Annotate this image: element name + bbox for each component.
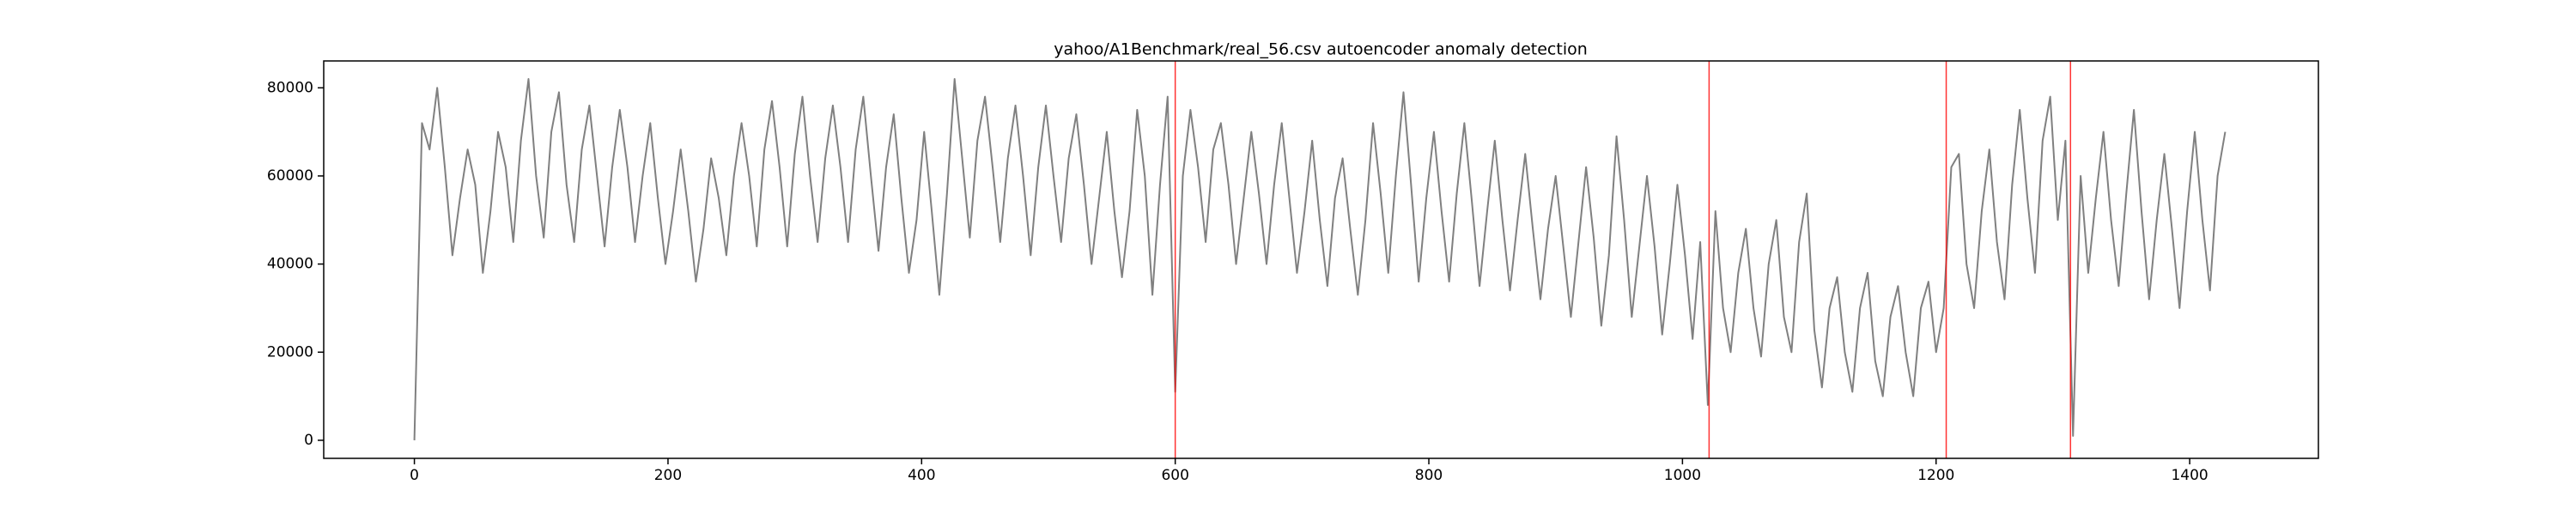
y-tick-label: 60000 bbox=[267, 167, 313, 185]
x-tick-label: 1000 bbox=[1664, 467, 1701, 484]
chart-title: yahoo/A1Benchmark/real_56.csv autoencode… bbox=[1054, 40, 1588, 59]
x-tick-label: 1400 bbox=[2171, 467, 2208, 484]
y-tick-label: 0 bbox=[304, 432, 313, 449]
x-tick-label: 200 bbox=[654, 467, 682, 484]
x-tick-label: 1200 bbox=[1917, 467, 1954, 484]
plot-frame bbox=[323, 60, 2319, 459]
y-tick-label: 20000 bbox=[267, 343, 313, 360]
x-tick-label: 0 bbox=[410, 467, 419, 484]
x-tick-label: 800 bbox=[1415, 467, 1443, 484]
x-tick-label: 400 bbox=[908, 467, 935, 484]
y-tick-label: 40000 bbox=[267, 256, 313, 273]
data-line bbox=[413, 78, 2227, 440]
y-tick-label: 80000 bbox=[267, 79, 313, 96]
x-tick-label: 600 bbox=[1161, 467, 1188, 484]
